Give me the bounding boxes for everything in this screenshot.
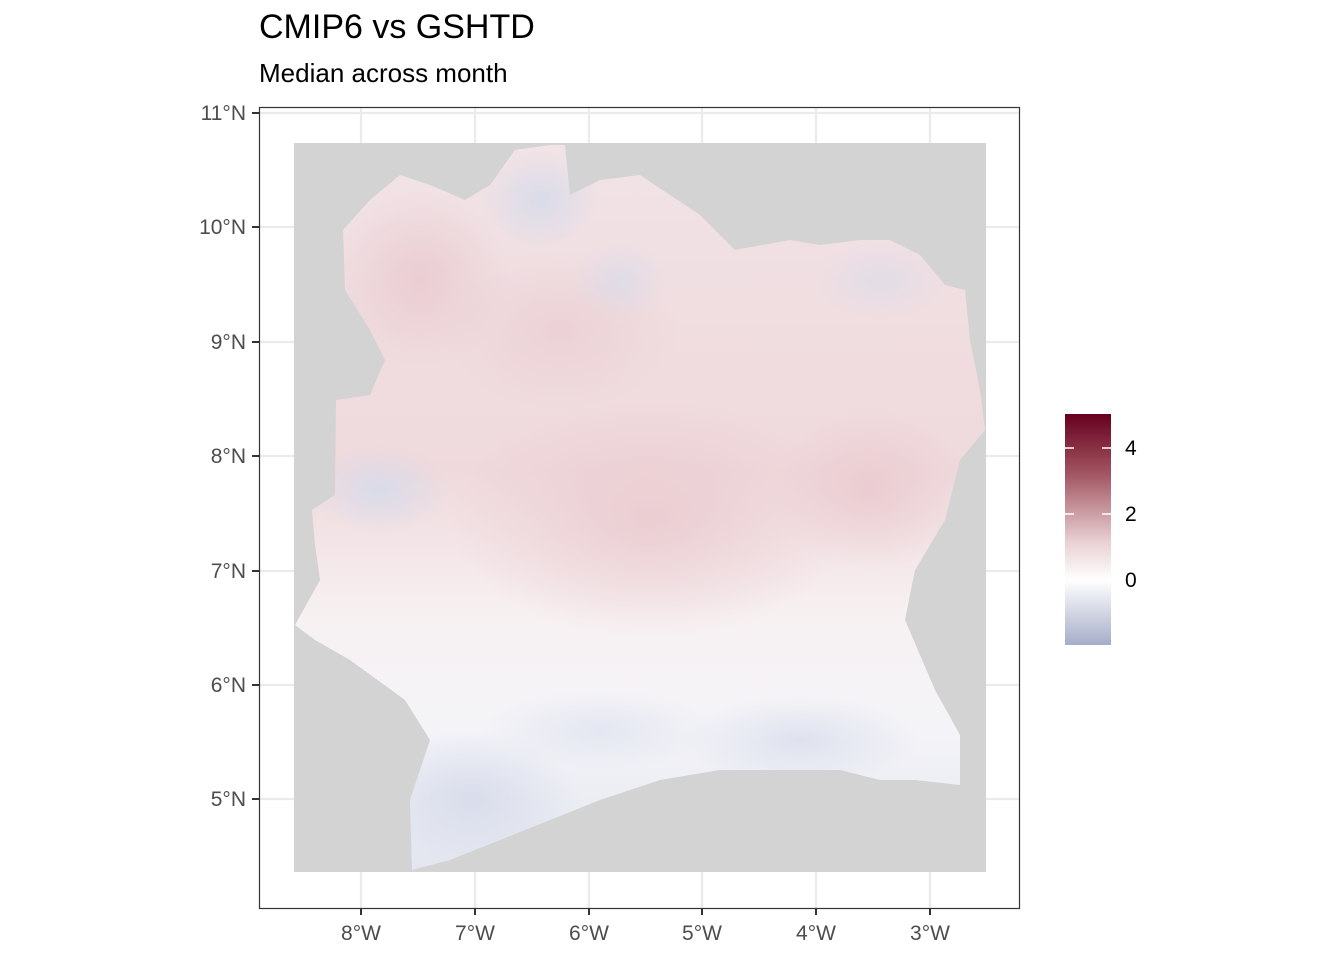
y-tick-label: 10°N bbox=[199, 216, 246, 239]
legend-label: 0 bbox=[1125, 569, 1137, 592]
y-tick-label: 7°N bbox=[211, 560, 246, 583]
colorbar-ticks bbox=[1065, 447, 1111, 581]
x-tick-label: 7°W bbox=[455, 922, 495, 945]
y-tick-label: 5°N bbox=[211, 788, 246, 811]
legend-label: 4 bbox=[1125, 437, 1137, 460]
y-tick-label: 9°N bbox=[211, 331, 246, 354]
axis-ticks bbox=[252, 112, 931, 915]
map-subtitle: Median across month bbox=[259, 58, 508, 88]
map-title: CMIP6 vs GSHTD bbox=[259, 8, 535, 46]
panel-border bbox=[258, 106, 1021, 910]
legend-label: 2 bbox=[1125, 503, 1137, 526]
y-tick-label: 8°N bbox=[211, 445, 246, 468]
raster-land bbox=[295, 145, 985, 870]
legend-colorbar: 4 2 0 bbox=[1065, 414, 1137, 645]
x-tick-label: 4°W bbox=[796, 922, 836, 945]
x-tick-label: 5°W bbox=[682, 922, 722, 945]
x-tick-label: 3°W bbox=[910, 922, 950, 945]
colorbar-gradient bbox=[1065, 414, 1111, 645]
x-tick-label: 6°W bbox=[569, 922, 609, 945]
x-tick-label: 8°W bbox=[341, 922, 381, 945]
y-tick-label: 11°N bbox=[201, 102, 246, 125]
y-tick-label: 6°N bbox=[211, 674, 246, 697]
